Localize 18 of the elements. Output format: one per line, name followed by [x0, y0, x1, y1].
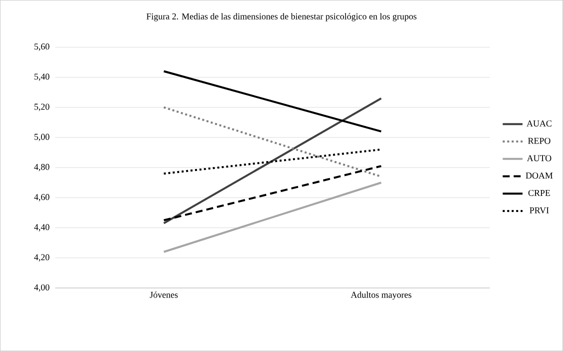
legend-label: AUTO [526, 155, 552, 162]
y-tick-label: 5,40 [34, 74, 50, 81]
y-tick-label: 4,00 [34, 284, 50, 292]
legend-label: CRPE [528, 190, 550, 196]
legend-label: DOAM [526, 172, 553, 179]
x-tick-label: Jóvenes [150, 291, 178, 298]
legend-label: REPO [528, 138, 550, 144]
y-tick-label: 5,60 [34, 43, 50, 51]
y-tick-label: 4,80 [34, 164, 50, 172]
legend-label: PRVI [530, 207, 549, 214]
y-tick-label: 4,40 [34, 224, 50, 232]
legend-label: AUAC [526, 120, 552, 126]
x-tick-label: Adultos mayores [350, 291, 412, 300]
y-tick-label: 4,60 [34, 194, 50, 202]
chart-title: Figura 2. Medias de las dimensiones de bienestar psicológico en los grupos [146, 13, 416, 22]
y-tick-label: 4,20 [34, 254, 50, 262]
y-tick-label: 5,00 [34, 134, 50, 142]
y-tick-label: 5,20 [34, 104, 50, 111]
